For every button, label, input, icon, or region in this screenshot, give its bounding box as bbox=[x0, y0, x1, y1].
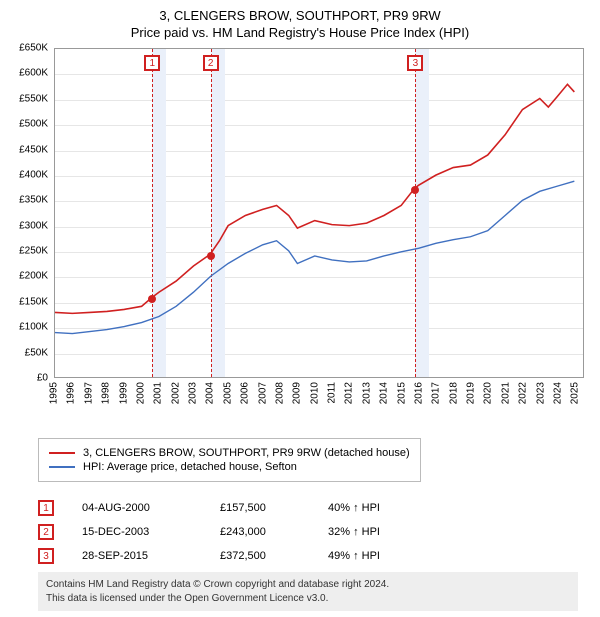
x-tick-label: 2020 bbox=[483, 382, 494, 404]
sales-row-date: 15-DEC-2003 bbox=[82, 526, 192, 538]
x-axis: 1995199619971998199920002001200220032004… bbox=[54, 380, 584, 422]
sales-row-pct: 32% ↑ HPI bbox=[328, 526, 428, 538]
y-tick-label: £50K bbox=[25, 347, 48, 358]
x-tick-label: 2008 bbox=[274, 382, 285, 404]
x-tick-label: 2001 bbox=[153, 382, 164, 404]
sales-row-pct: 40% ↑ HPI bbox=[328, 502, 428, 514]
y-tick-label: £650K bbox=[19, 43, 48, 54]
sales-row: 1 04-AUG-2000 £157,500 40% ↑ HPI bbox=[38, 500, 590, 516]
x-tick-label: 1997 bbox=[83, 382, 94, 404]
x-tick-label: 2000 bbox=[135, 382, 146, 404]
x-tick-label: 2011 bbox=[327, 382, 338, 404]
footer-line-2: This data is licensed under the Open Gov… bbox=[46, 592, 570, 606]
sales-table: 1 04-AUG-2000 £157,500 40% ↑ HPI 2 15-DEC-200… bbox=[38, 500, 590, 564]
footer: Contains HM Land Registry data © Crown c… bbox=[38, 572, 578, 611]
x-tick-label: 2024 bbox=[552, 382, 563, 404]
x-tick-label: 1996 bbox=[66, 382, 77, 404]
x-tick-label: 2019 bbox=[466, 382, 477, 404]
sales-row-price: £157,500 bbox=[220, 502, 300, 514]
sale-marker-dot bbox=[411, 186, 419, 194]
y-axis: £0£50K£100K£150K£200K£250K£300K£350K£400… bbox=[10, 48, 52, 378]
sales-row-num: 2 bbox=[38, 524, 54, 540]
y-tick-label: £300K bbox=[19, 220, 48, 231]
legend: 3, CLENGERS BROW, SOUTHPORT, PR9 9RW (de… bbox=[38, 438, 421, 482]
x-tick-label: 2022 bbox=[518, 382, 529, 404]
x-tick-label: 2009 bbox=[292, 382, 303, 404]
y-tick-label: £0 bbox=[37, 373, 48, 384]
sales-row-price: £243,000 bbox=[220, 526, 300, 538]
x-tick-label: 2013 bbox=[361, 382, 372, 404]
x-tick-label: 2018 bbox=[448, 382, 459, 404]
x-tick-label: 2012 bbox=[344, 382, 355, 404]
series-hpi bbox=[55, 181, 574, 333]
chart-container: 3, CLENGERS BROW, SOUTHPORT, PR9 9RW Pri… bbox=[0, 0, 600, 617]
x-tick-label: 1995 bbox=[49, 382, 60, 404]
x-tick-label: 2025 bbox=[570, 382, 581, 404]
y-tick-label: £100K bbox=[19, 322, 48, 333]
x-tick-label: 2017 bbox=[431, 382, 442, 404]
sales-row-num: 3 bbox=[38, 548, 54, 564]
x-tick-label: 1998 bbox=[101, 382, 112, 404]
y-tick-label: £400K bbox=[19, 169, 48, 180]
x-tick-label: 2003 bbox=[188, 382, 199, 404]
title-block: 3, CLENGERS BROW, SOUTHPORT, PR9 9RW Pri… bbox=[10, 8, 590, 40]
sales-row-date: 28-SEP-2015 bbox=[82, 550, 192, 562]
sales-row-num: 1 bbox=[38, 500, 54, 516]
x-tick-label: 2021 bbox=[500, 382, 511, 404]
x-tick-label: 2014 bbox=[379, 382, 390, 404]
legend-swatch bbox=[49, 466, 75, 468]
y-tick-label: £450K bbox=[19, 144, 48, 155]
x-tick-label: 2023 bbox=[535, 382, 546, 404]
x-tick-label: 2006 bbox=[240, 382, 251, 404]
chart: £0 £50K £100K £150K £200K £250K £300K £350K £400… bbox=[10, 44, 590, 424]
y-tick-label: £350K bbox=[19, 195, 48, 206]
sale-marker-dot bbox=[207, 252, 215, 260]
x-tick-label: 2010 bbox=[309, 382, 320, 404]
legend-swatch bbox=[49, 452, 75, 454]
legend-label: 3, CLENGERS BROW, SOUTHPORT, PR9 9RW (de… bbox=[83, 447, 410, 459]
x-tick-label: 2005 bbox=[222, 382, 233, 404]
y-tick-label: £550K bbox=[19, 93, 48, 104]
plot-area: 1 2 3 bbox=[54, 48, 584, 378]
sales-row-pct: 49% ↑ HPI bbox=[328, 550, 428, 562]
chart-lines bbox=[55, 49, 583, 377]
y-tick-label: £500K bbox=[19, 119, 48, 130]
legend-row: 3, CLENGERS BROW, SOUTHPORT, PR9 9RW (de… bbox=[49, 447, 410, 459]
x-tick-label: 1999 bbox=[118, 382, 129, 404]
legend-label: HPI: Average price, detached house, Seft… bbox=[83, 461, 297, 473]
y-tick-label: £200K bbox=[19, 271, 48, 282]
sale-marker-box: 3 bbox=[407, 55, 423, 71]
sales-row: 2 15-DEC-2003 £243,000 32% ↑ HPI bbox=[38, 524, 590, 540]
sales-row-date: 04-AUG-2000 bbox=[82, 502, 192, 514]
title-sub: Price paid vs. HM Land Registry's House … bbox=[10, 25, 590, 40]
sale-marker-box: 2 bbox=[203, 55, 219, 71]
x-tick-label: 2002 bbox=[170, 382, 181, 404]
sales-row-price: £372,500 bbox=[220, 550, 300, 562]
sale-marker-box: 1 bbox=[144, 55, 160, 71]
y-tick-label: £150K bbox=[19, 296, 48, 307]
x-tick-label: 2007 bbox=[257, 382, 268, 404]
title-main: 3, CLENGERS BROW, SOUTHPORT, PR9 9RW bbox=[10, 8, 590, 23]
series-property bbox=[55, 84, 574, 313]
y-tick-label: £250K bbox=[19, 246, 48, 257]
sale-marker-dot bbox=[148, 295, 156, 303]
footer-line-1: Contains HM Land Registry data © Crown c… bbox=[46, 578, 570, 592]
x-tick-label: 2004 bbox=[205, 382, 216, 404]
legend-row: HPI: Average price, detached house, Seft… bbox=[49, 461, 410, 473]
sales-row: 3 28-SEP-2015 £372,500 49% ↑ HPI bbox=[38, 548, 590, 564]
x-tick-label: 2015 bbox=[396, 382, 407, 404]
y-tick-label: £600K bbox=[19, 68, 48, 79]
x-tick-label: 2016 bbox=[413, 382, 424, 404]
